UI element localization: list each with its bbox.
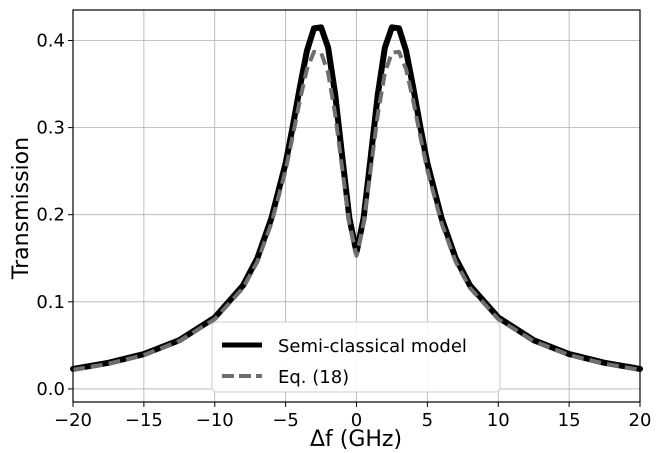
x-tick-label: −5 [272, 410, 299, 431]
y-tick-label: 0.1 [36, 292, 65, 313]
ticks: −20 −15 −10 −5 0 5 10 15 20 0.0 0.1 0.2 0.3 0.4 [36, 30, 651, 431]
x-tick-label: −15 [125, 410, 163, 431]
legend: Semi-classical model Eq. (18) [211, 321, 501, 393]
series-group [70, 24, 643, 372]
x-tick-label: 0 [351, 410, 362, 431]
x-tick-label: −10 [196, 410, 234, 431]
x-tick-label: 20 [629, 410, 652, 431]
y-tick-label: 0.3 [36, 118, 65, 139]
series-line-eq18 [72, 49, 641, 372]
x-tick-label: 15 [558, 410, 581, 431]
y-tick-label: 0.2 [36, 205, 65, 226]
y-tick-label: 0.4 [36, 30, 65, 51]
x-tick-label: 5 [422, 410, 433, 431]
legend-label-semi-classical: Semi-classical model [278, 336, 467, 357]
y-axis-label: Transmission [9, 137, 34, 280]
x-tick-label: −20 [54, 410, 92, 431]
legend-label-eq18: Eq. (18) [278, 367, 349, 388]
legend-box [211, 321, 501, 393]
y-tick-label: 0.0 [36, 379, 65, 400]
x-tick-label: 10 [487, 410, 510, 431]
x-axis-label: Δf (GHz) [310, 427, 402, 452]
